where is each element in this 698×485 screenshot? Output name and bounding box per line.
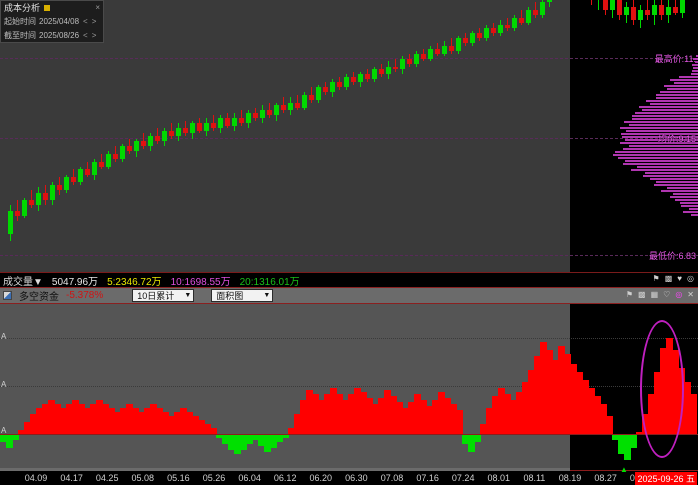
indicator-value: -5.378% (66, 290, 104, 301)
x-axis-current-date-label: 2025-09-26 五 (635, 472, 697, 485)
end-date-next-icon[interactable]: > (91, 30, 97, 40)
sub-gridline-1 (0, 338, 698, 339)
volume-ma5-value: 5:2346.72万 (107, 276, 162, 288)
x-axis-tick: 04.17 (60, 473, 83, 483)
x-axis-tick: 05.16 (167, 473, 190, 483)
end-date-value[interactable]: 2025/08/26 (39, 30, 80, 40)
chevron-down-icon: ▼ (184, 292, 192, 299)
close-icon[interactable]: ✕ (687, 290, 694, 299)
close-icon[interactable]: × (95, 3, 100, 12)
lock-icon[interactable]: ▩ (638, 290, 646, 299)
x-axis-tick: 04.09 (24, 473, 48, 483)
indicator-select-bar[interactable]: 多空资金 -5.378% 10日累计 ▼ 面积图 ▼ (0, 287, 698, 304)
period-select-value: 10日累计 (137, 291, 175, 301)
indicator-chart-pane[interactable]: A A A (0, 304, 698, 470)
cost-analysis-title: 成本分析 (4, 3, 41, 13)
x-axis-tick: 04.25 (95, 473, 119, 483)
start-date-row[interactable]: 起始时间 2025/04/08 < > (1, 14, 103, 28)
chart-type-select-value: 面积图 (216, 291, 244, 301)
sub-ytick-3: A (1, 426, 7, 435)
x-axis-tick: 07.08 (380, 473, 404, 483)
x-axis-tick: 06.12 (273, 473, 297, 483)
end-date-row[interactable]: 截至时间 2025/08/26 < > (1, 28, 103, 42)
chevron-down-icon: ▼ (263, 292, 271, 299)
chart-type-select[interactable]: 面积图 ▼ (211, 289, 274, 302)
green-marker-icon: ▲ (620, 465, 628, 474)
x-axis-selection-band (0, 468, 570, 471)
indicator-pane-toolbar[interactable]: ⚑ ▩ ▦ ♡ ◎ ✕ (626, 291, 694, 299)
x-axis-tick: 08.19 (558, 473, 582, 483)
volume-ma10-value: 10:1698.55万 (170, 276, 231, 288)
gridline-high (0, 58, 698, 59)
highlight-ellipse-annotation (640, 320, 684, 458)
x-axis-tick: 08.01 (487, 473, 511, 483)
heart-filled-icon[interactable]: ♥ (677, 274, 683, 283)
grid-icon[interactable]: ▦ (650, 290, 659, 299)
x-axis-tick: 05.26 (202, 473, 226, 483)
yellow-square-icon (44, 4, 51, 11)
x-axis-tick: 07.24 (451, 473, 475, 483)
start-date-label: 起始时间 (4, 16, 36, 26)
sub-ytick-1: A (1, 332, 7, 341)
start-date-value[interactable]: 2025/04/08 (39, 16, 80, 26)
end-date-label: 截至时间 (4, 30, 36, 40)
volume-indicator-name[interactable]: 成交量▼ (3, 276, 43, 288)
search-icon[interactable]: ◎ (675, 290, 683, 299)
price-chart-pane[interactable]: 最高价:11. 均价:9.15 最低价:6.83 (0, 0, 698, 272)
volume-total-value: 5047.96万 (51, 276, 99, 288)
start-date-next-icon[interactable]: > (91, 16, 97, 26)
cost-analysis-title-bar: 成本分析 × (1, 1, 103, 14)
x-axis-tick: 08.11 (523, 473, 546, 483)
lock-icon[interactable]: ▩ (664, 274, 673, 283)
gridline-low (0, 255, 698, 256)
sub-gridline-2 (0, 386, 698, 387)
x-axis-tick: 05.08 (131, 473, 155, 483)
indicator-name[interactable]: 多空资金 (19, 292, 59, 303)
selection-shade-main (0, 0, 570, 272)
zoom-icon[interactable]: ◎ (687, 274, 694, 283)
price-label-avg: 均价:9.15 (657, 134, 696, 144)
flag-icon[interactable]: ⚑ (652, 274, 660, 283)
period-select[interactable]: 10日累计 ▼ (132, 289, 195, 302)
indicator-square-icon[interactable] (3, 291, 12, 300)
x-axis-tick: 07.16 (416, 473, 439, 483)
x-axis-tick: 06.30 (345, 473, 368, 483)
cost-analysis-panel[interactable]: 成本分析 × 起始时间 2025/04/08 < > 截至时间 2025/08/… (0, 0, 104, 43)
volume-info-bar[interactable]: 成交量▼ 5047.96万 5:2346.72万 10:1698.55万 20:… (0, 272, 698, 288)
heart-outline-icon[interactable]: ♡ (663, 290, 671, 299)
flag-icon[interactable]: ⚑ (625, 290, 634, 299)
x-axis-tick: 06.04 (238, 473, 261, 483)
zero-baseline (0, 434, 698, 435)
selection-shade-sub (0, 304, 570, 470)
sub-ytick-2: A (1, 380, 7, 389)
x-axis: ▲ 04.09 04.17 04.25 05.08 05.16 05.26 06.04 06.… (0, 465, 698, 485)
end-date-prev-icon[interactable]: < (83, 30, 88, 40)
price-label-high: 最高价:11. (654, 54, 696, 64)
x-axis-tick: 06.20 (309, 473, 333, 483)
volume-ma20-value: 20:1316.01万 (239, 276, 300, 288)
start-date-prev-icon[interactable]: < (83, 16, 88, 26)
price-label-low: 最低价:6.83 (648, 251, 696, 261)
x-axis-tick: 08.27 (594, 473, 617, 483)
price-pane-toolbar[interactable]: ⚑ ▩ ♥ ◎ (653, 275, 694, 283)
gridline-avg (0, 138, 698, 139)
